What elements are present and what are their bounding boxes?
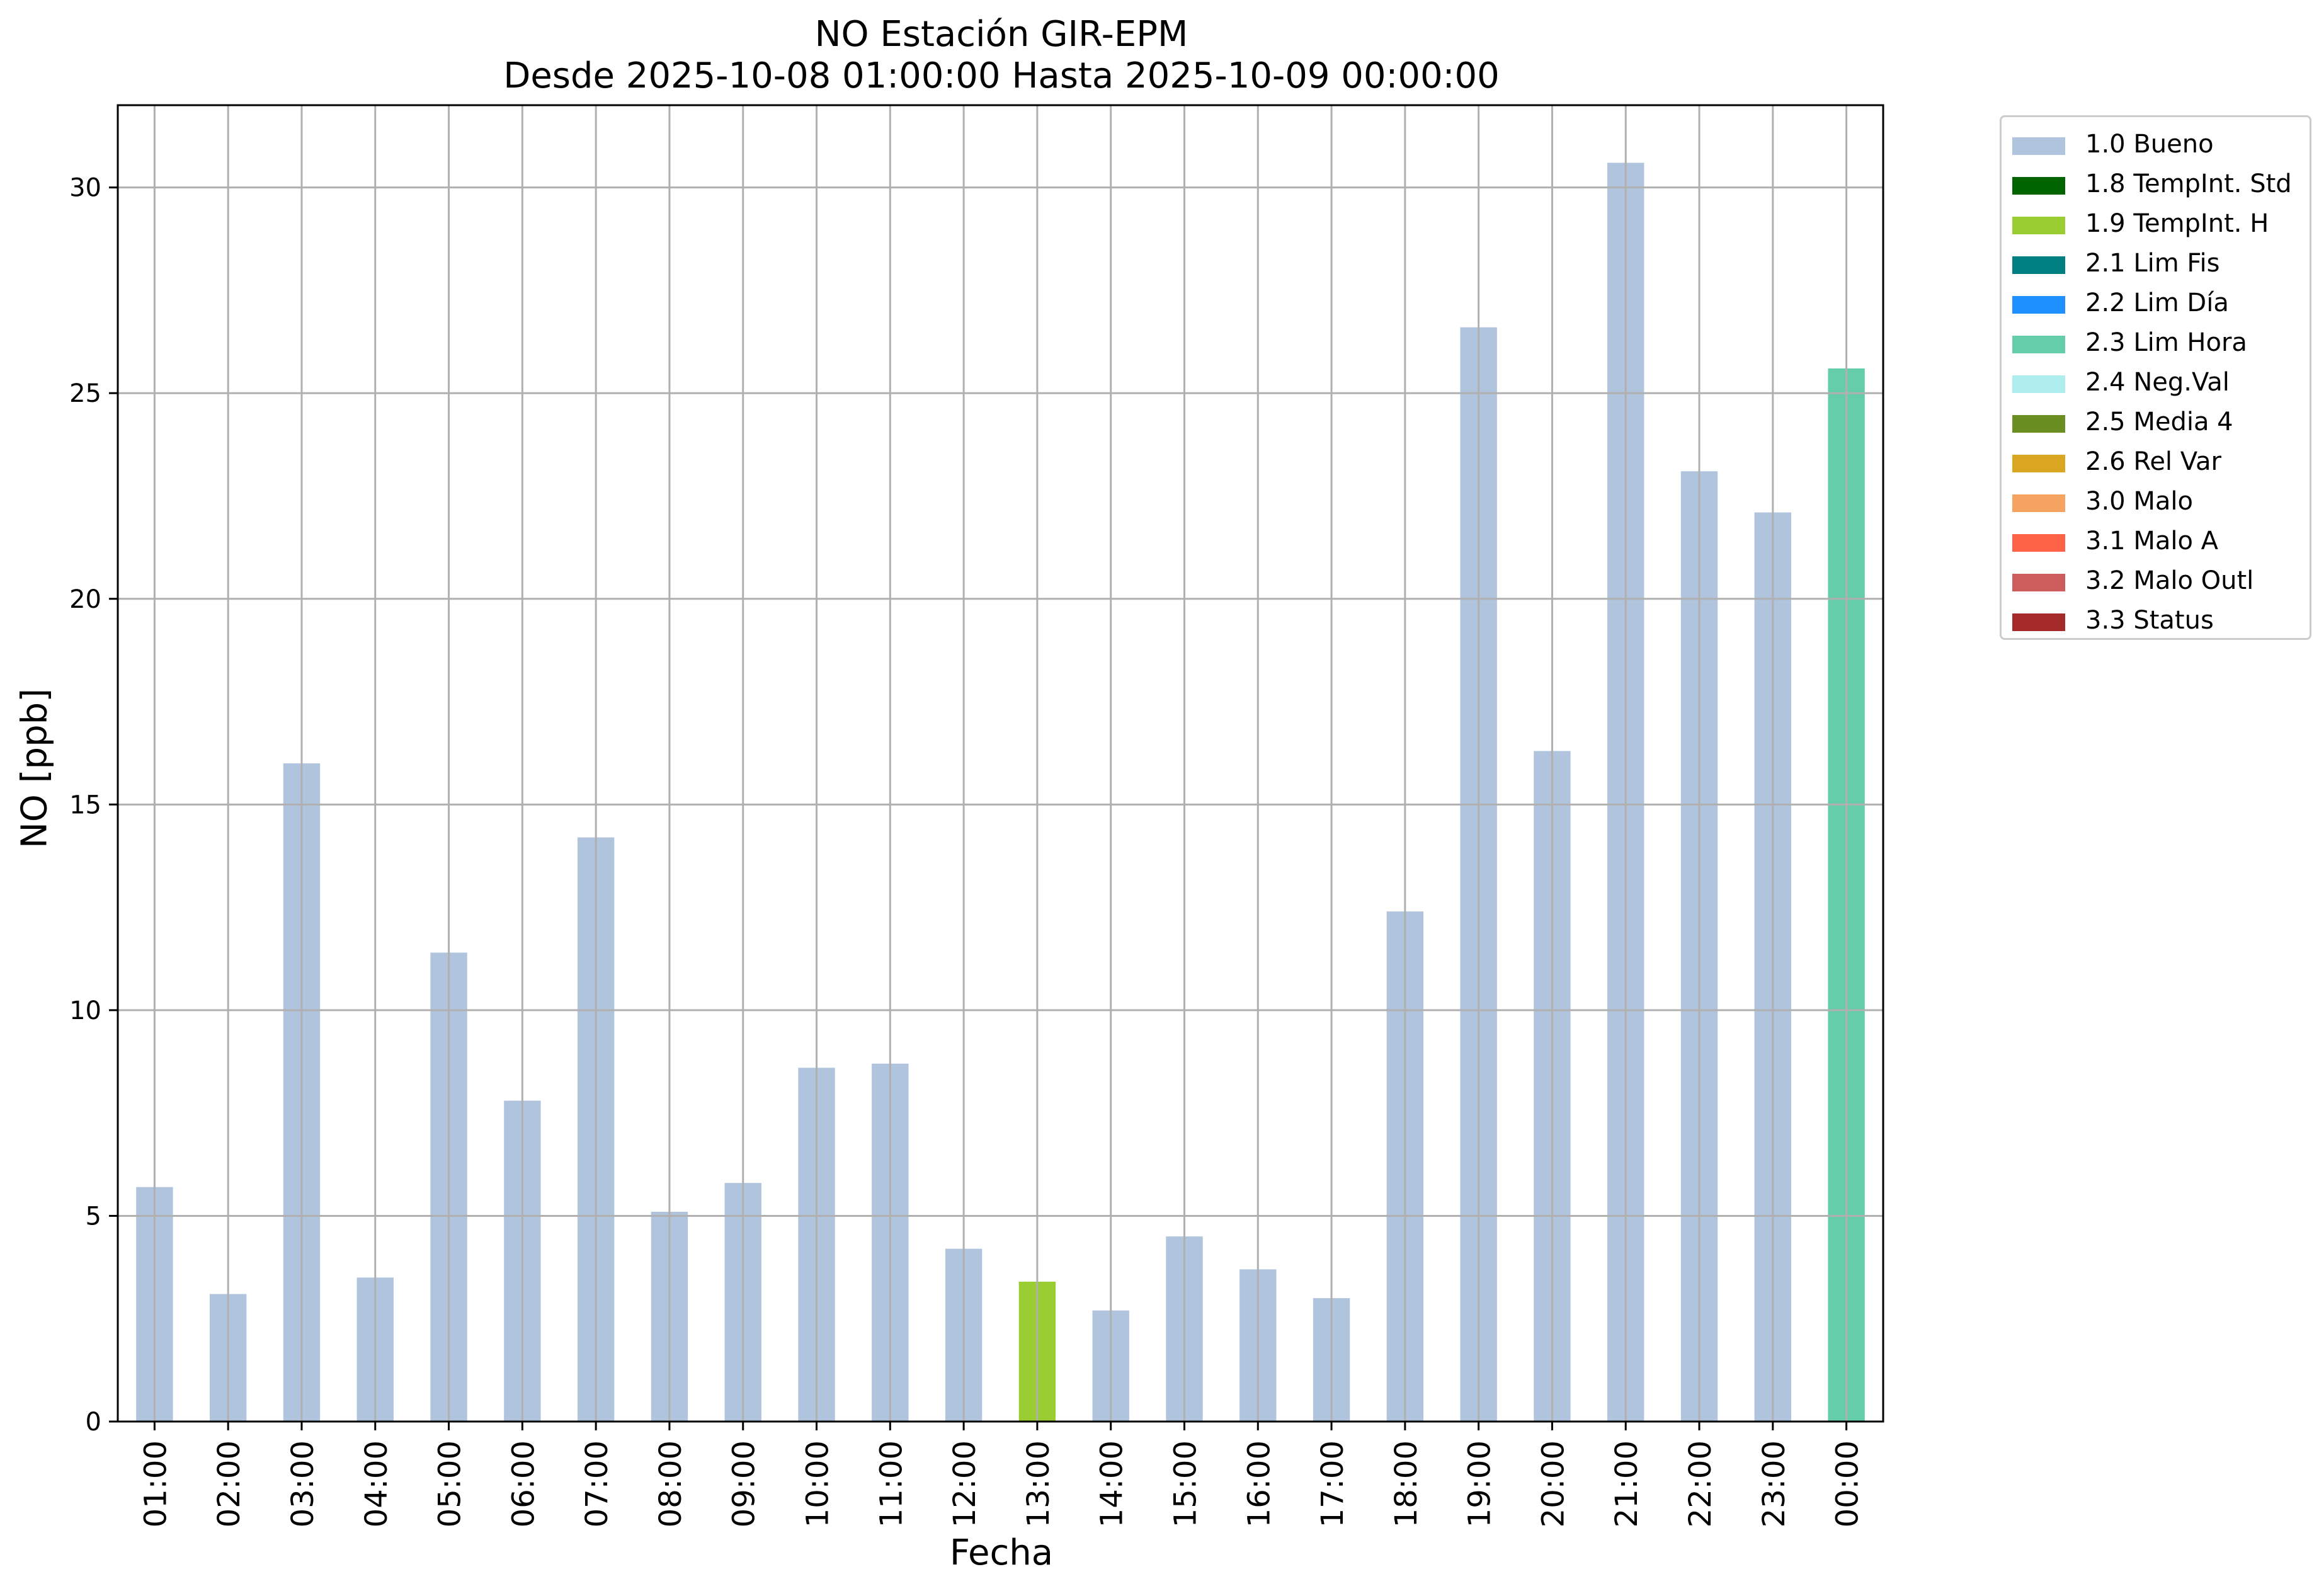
legend-item: 3.1 Malo A (2002, 523, 2310, 562)
legend-swatch (2012, 613, 2065, 631)
y-tick-label: 0 (86, 1408, 101, 1437)
y-tick-label: 20 (69, 585, 101, 614)
legend-item: 3.3 Status (2002, 602, 2310, 642)
legend-swatch (2012, 177, 2065, 195)
x-tick-label: 23:00 (1757, 1440, 1792, 1527)
legend-label: 2.3 Lim Hora (2085, 328, 2247, 357)
x-tick-label: 16:00 (1241, 1440, 1277, 1527)
x-tick-label: 05:00 (433, 1440, 468, 1527)
legend-label: 2.4 Neg.Val (2085, 368, 2230, 397)
x-tick-label: 01:00 (138, 1440, 173, 1527)
legend-item: 2.6 Rel Var (2002, 443, 2310, 483)
legend-swatch (2012, 375, 2065, 393)
x-tick-label: 02:00 (212, 1440, 247, 1527)
legend-item: 1.0 Bueno (2002, 126, 2310, 166)
legend-label: 2.5 Media 4 (2085, 408, 2233, 436)
legend-label: 3.3 Status (2085, 606, 2214, 635)
x-tick-label: 07:00 (579, 1440, 615, 1527)
legend-swatch (2012, 336, 2065, 353)
legend-swatch (2012, 296, 2065, 314)
legend-swatch (2012, 217, 2065, 234)
legend-swatch (2012, 137, 2065, 155)
chart-subtitle: Desde 2025-10-08 01:00:00 Hasta 2025-10-… (503, 55, 1500, 96)
x-axis-label: Fecha (949, 1532, 1054, 1573)
legend-item: 2.2 Lim Día (2002, 285, 2310, 324)
legend-item: 3.0 Malo (2002, 483, 2310, 523)
legend-item: 3.2 Malo Outl (2002, 562, 2310, 602)
legend-label: 2.6 Rel Var (2085, 447, 2221, 476)
legend-label: 3.1 Malo A (2085, 527, 2219, 556)
x-tick-label: 04:00 (359, 1440, 394, 1527)
legend-label: 1.9 TempInt. H (2085, 209, 2269, 238)
legend-label: 3.0 Malo (2085, 487, 2193, 516)
x-tick-label: 08:00 (653, 1440, 688, 1527)
legend-item: 2.1 Lim Fis (2002, 245, 2310, 285)
legend: 1.0 Bueno 1.8 TempInt. Std 1.9 TempInt. H 2… (2000, 115, 2311, 640)
x-tick-label: 13:00 (1021, 1440, 1056, 1527)
legend-swatch (2012, 534, 2065, 552)
legend-label: 3.2 Malo Outl (2085, 566, 2254, 595)
x-tick-label: 09:00 (727, 1440, 762, 1527)
legend-item: 2.5 Media 4 (2002, 404, 2310, 443)
x-tick-label: 19:00 (1462, 1440, 1498, 1527)
legend-swatch (2012, 415, 2065, 433)
legend-label: 1.8 TempInt. Std (2085, 169, 2292, 198)
x-tick-label: 10:00 (801, 1440, 836, 1527)
y-tick-label: 5 (86, 1202, 101, 1231)
legend-item: 1.9 TempInt. H (2002, 205, 2310, 245)
legend-label: 2.2 Lim Día (2085, 288, 2229, 317)
x-tick-label: 20:00 (1536, 1440, 1571, 1527)
legend-label: 1.0 Bueno (2085, 130, 2214, 159)
y-tick-label: 25 (69, 379, 101, 408)
legend-item: 2.3 Lim Hora (2002, 324, 2310, 364)
x-tick-label: 03:00 (285, 1440, 321, 1527)
legend-item: 2.4 Neg.Val (2002, 364, 2310, 404)
y-tick-label: 30 (69, 174, 101, 203)
x-tick-label: 22:00 (1683, 1440, 1718, 1527)
chart-title: NO Estación GIR-EPM (814, 14, 1188, 55)
x-tick-label: 17:00 (1315, 1440, 1350, 1527)
y-tick-label: 10 (69, 996, 101, 1025)
x-tick-label: 18:00 (1389, 1440, 1424, 1527)
x-tick-label: 00:00 (1830, 1440, 1866, 1527)
legend-label: 2.1 Lim Fis (2085, 249, 2220, 278)
legend-swatch (2012, 574, 2065, 591)
x-tick-label: 14:00 (1095, 1440, 1130, 1527)
x-tick-label: 06:00 (506, 1440, 541, 1527)
legend-swatch (2012, 455, 2065, 472)
y-tick-label: 15 (69, 790, 101, 819)
x-tick-label: 11:00 (874, 1440, 909, 1527)
legend-swatch (2012, 494, 2065, 512)
legend-swatch (2012, 256, 2065, 274)
x-tick-label: 15:00 (1168, 1440, 1203, 1527)
y-axis-label: NO [ppb] (14, 688, 55, 849)
x-tick-label: 12:00 (947, 1440, 983, 1527)
legend-item: 1.8 TempInt. Std (2002, 166, 2310, 205)
x-tick-label: 21:00 (1609, 1440, 1644, 1527)
plot-frame (117, 104, 1884, 1423)
